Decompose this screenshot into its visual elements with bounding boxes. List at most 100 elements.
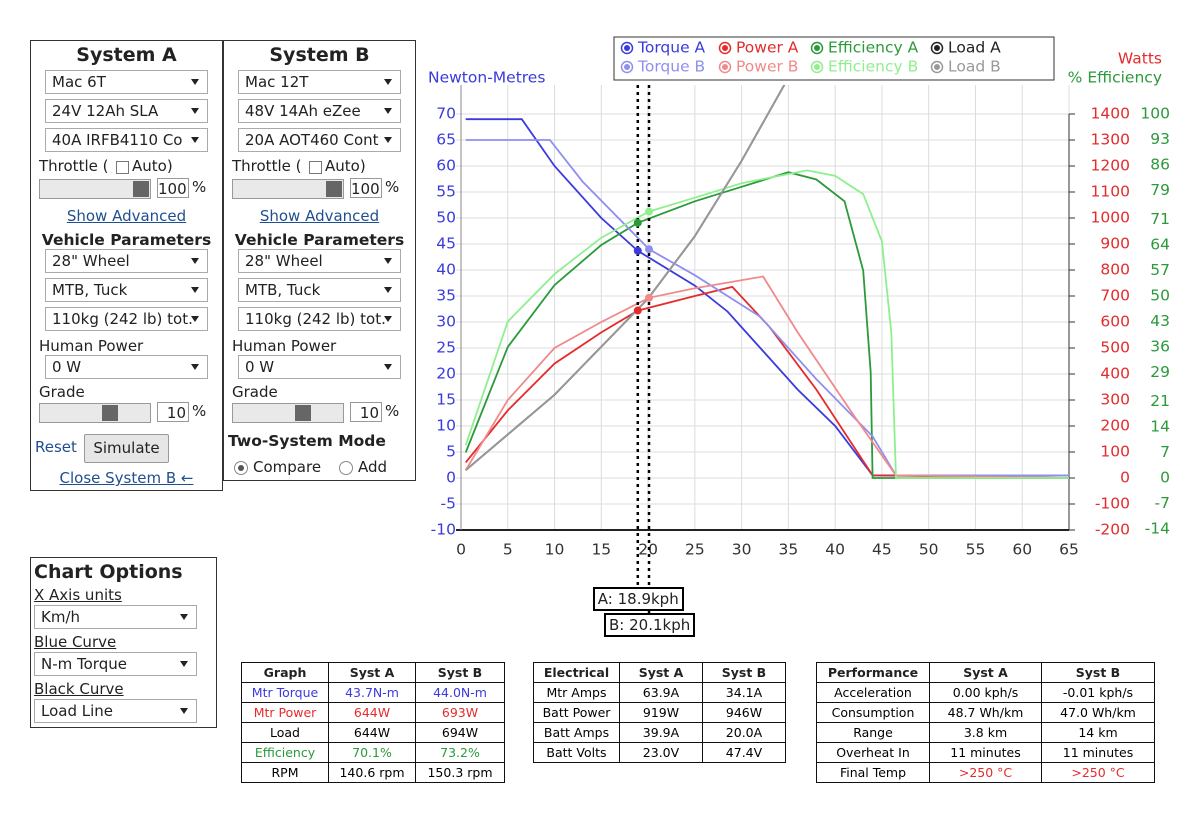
black-label: Black Curve <box>34 680 124 698</box>
legend-box <box>613 36 1055 81</box>
blue-label: Blue Curve <box>34 633 117 651</box>
simulate-button[interactable]: Simulate <box>84 434 169 463</box>
cursor-dot <box>645 293 654 302</box>
table-row: Efficiency 70.1% 73.2% <box>241 742 505 763</box>
table-cell: 23.0V <box>619 742 703 763</box>
y-tick-label: 65 <box>436 131 456 149</box>
cursor-dot <box>633 246 642 255</box>
table-cell: Efficiency <box>241 742 329 763</box>
cursor-label: A: 18.9kph <box>592 587 684 611</box>
x-tick-label: 55 <box>966 541 986 559</box>
table-row: Final Temp >250 °C >250 °C <box>816 762 1155 783</box>
legend-label: Load A <box>948 39 1001 57</box>
table-header-row: Performance Syst A Syst B <box>816 662 1155 683</box>
table-cell: 44.0N-m <box>415 682 505 703</box>
series-line <box>465 139 1069 477</box>
y2-tick-label: 900 <box>1100 235 1130 253</box>
motor-select[interactable]: Mac 6T <box>45 70 208 94</box>
slider-thumb <box>326 181 342 197</box>
legend-marker-dot <box>814 64 820 70</box>
percent-unit: % <box>385 178 400 196</box>
controller-select[interactable]: 20A AOT460 Cont <box>238 128 401 152</box>
table-cell: 70.1% <box>328 742 416 763</box>
battery-select[interactable]: 48V 14Ah eZee <box>238 99 401 123</box>
compare-radio[interactable] <box>234 461 248 475</box>
header-cell: Syst A <box>929 662 1042 683</box>
throttle-slider[interactable] <box>232 179 344 199</box>
y-tick-label: 0 <box>446 469 456 487</box>
riding-select[interactable]: MTB, Tuck <box>238 278 401 302</box>
wheel-select[interactable]: 28" Wheel <box>45 249 208 273</box>
human-power-label: Human Power <box>232 337 337 355</box>
y3-tick-label: 79 <box>1150 181 1170 199</box>
chart-options-panel: Chart Options X Axis units Km/h Blue Curve N… <box>30 557 217 728</box>
y2-tick-label: 100 <box>1100 443 1130 461</box>
throttle-slider[interactable] <box>39 179 151 199</box>
legend-label: Efficiency A <box>828 39 919 57</box>
table-cell: Batt Power <box>533 702 620 723</box>
series-line <box>465 118 1069 477</box>
percent-unit: % <box>192 178 207 196</box>
table-cell: -0.01 kph/s <box>1041 682 1155 703</box>
table-cell: 48.7 Wh/km <box>929 702 1042 723</box>
table-cell: >250 °C <box>929 762 1042 783</box>
weight-select[interactable]: 110kg (242 lb) tot. <box>238 307 401 331</box>
auto-label: Auto) <box>132 157 173 175</box>
add-radio[interactable] <box>339 461 353 475</box>
y-tick-label: 35 <box>436 287 456 305</box>
header-cell: Syst B <box>1041 662 1155 683</box>
series-line <box>465 285 1069 479</box>
weight-select[interactable]: 110kg (242 lb) tot. <box>45 307 208 331</box>
throttle-value[interactable]: 100 <box>157 178 189 198</box>
riding-select[interactable]: MTB, Tuck <box>45 278 208 302</box>
x-tick-label: 15 <box>591 541 611 559</box>
system-panel: System B Mac 12T 48V 14Ah eZee 20A AOT460 C… <box>223 40 416 481</box>
table-cell: 694W <box>415 722 505 743</box>
y2-tick-label: 1100 <box>1091 183 1130 201</box>
show-advanced-link[interactable]: Show Advanced <box>259 207 380 225</box>
x_axis-label: X Axis units <box>34 586 122 604</box>
auto-checkbox[interactable] <box>116 161 129 174</box>
y-tick-label: 55 <box>436 183 456 201</box>
wheel-select[interactable]: 28" Wheel <box>238 249 401 273</box>
human-power-select[interactable]: 0 W <box>45 355 208 379</box>
y3-tick-label: 100 <box>1140 105 1170 123</box>
y-tick-label: -10 <box>431 521 456 539</box>
x_axis-select[interactable]: Km/h <box>34 605 197 629</box>
black-select[interactable]: Load Line <box>34 699 197 723</box>
x-tick-label: 35 <box>779 541 799 559</box>
y2-tick-label: 0 <box>1120 469 1130 487</box>
table-row: Range 3.8 km 14 km <box>816 722 1155 743</box>
table-cell: 34.1A <box>702 682 786 703</box>
battery-select[interactable]: 24V 12Ah SLA <box>45 99 208 123</box>
grade-value[interactable]: 10 <box>350 402 382 422</box>
grade-slider[interactable] <box>39 403 151 423</box>
table-row: Batt Amps 39.9A 20.0A <box>533 722 786 743</box>
y3-tick-label: 64 <box>1150 236 1170 254</box>
controller-select[interactable]: 40A IRFB4110 Co <box>45 128 208 152</box>
throttle-value[interactable]: 100 <box>350 178 382 198</box>
table-cell: Acceleration <box>816 682 930 703</box>
y2-tick-label: 300 <box>1100 391 1130 409</box>
grade-label: Grade <box>39 383 85 401</box>
percent-unit: % <box>192 402 207 420</box>
legend-marker-dot <box>624 45 630 51</box>
blue-select[interactable]: N-m Torque <box>34 652 197 676</box>
reset-link[interactable]: Reset <box>35 438 77 456</box>
human-power-select[interactable]: 0 W <box>238 355 401 379</box>
show-advanced-link[interactable]: Show Advanced <box>66 207 187 225</box>
y2-tick-label: 200 <box>1100 417 1130 435</box>
y2-tick-label: -200 <box>1095 521 1130 539</box>
table-cell: 39.9A <box>619 722 703 743</box>
legend-label: Load B <box>948 58 1001 76</box>
header-cell: Electrical <box>533 662 620 683</box>
grade-slider[interactable] <box>232 403 344 423</box>
legend-label: Power A <box>736 39 799 57</box>
close-system-b-link[interactable]: Close System B ← <box>59 469 194 487</box>
table-cell: Mtr Torque <box>241 682 329 703</box>
grade-value[interactable]: 10 <box>157 402 189 422</box>
motor-select[interactable]: Mac 12T <box>238 70 401 94</box>
auto-checkbox[interactable] <box>309 161 322 174</box>
y-tick-label: 45 <box>436 235 456 253</box>
x-tick-label: 60 <box>1012 541 1032 559</box>
